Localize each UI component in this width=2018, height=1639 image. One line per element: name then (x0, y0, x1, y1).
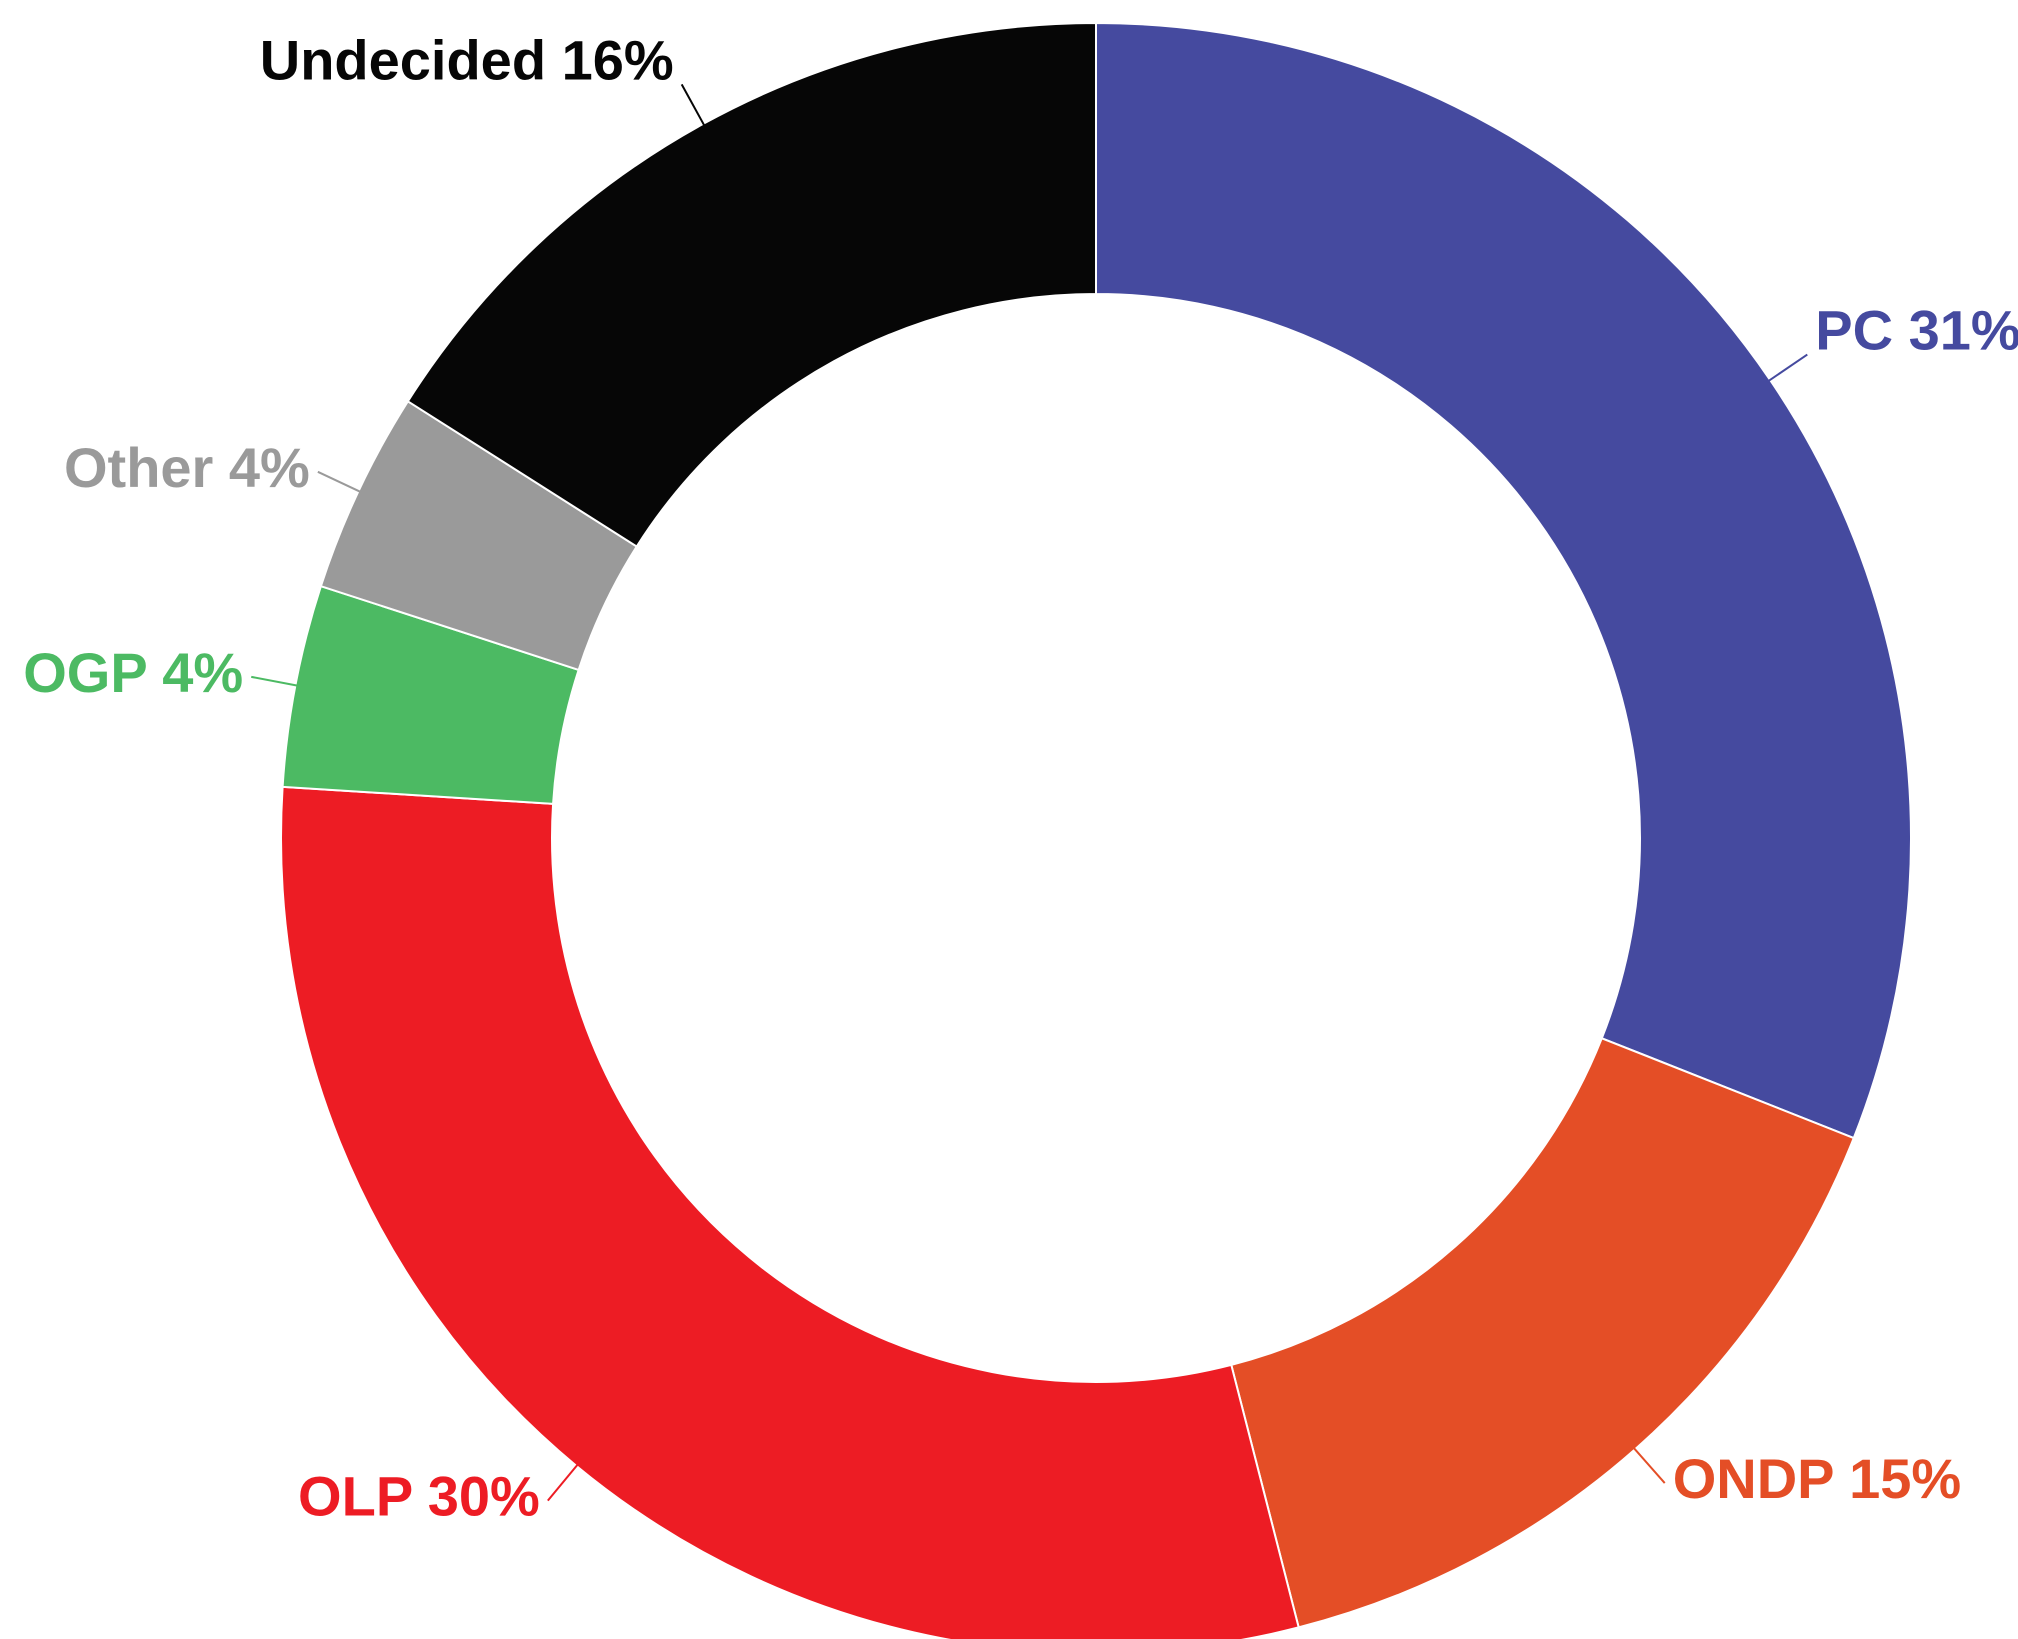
category-label: OLP (298, 1464, 412, 1527)
leader-line (317, 470, 363, 494)
category-label: OGP (23, 641, 146, 704)
value-label: 16% (562, 28, 674, 91)
data-label: OLP 30% (298, 1464, 540, 1527)
leader-line (1766, 353, 1808, 383)
leader-line (251, 675, 300, 688)
data-label: OGP 4% (23, 641, 243, 704)
data-label: ONDP 15% (1673, 1447, 1961, 1510)
donut-segment (1095, 21, 1913, 1140)
value-label: 4% (162, 641, 243, 704)
value-label: 30% (428, 1464, 540, 1527)
value-label: 15% (1849, 1447, 1961, 1510)
category-label: Undecided (260, 28, 546, 91)
category-label: ONDP (1673, 1447, 1834, 1510)
value-label: 4% (229, 436, 310, 499)
leader-line (1631, 1445, 1666, 1484)
leader-line (680, 83, 707, 128)
leader-line (547, 1462, 580, 1502)
data-label: PC 31% (1815, 298, 2018, 361)
donut-segment (406, 21, 1097, 548)
value-label: 31% (1909, 298, 2018, 361)
category-label: Other (64, 436, 213, 499)
donut-segment (280, 785, 1300, 1639)
category-label: PC (1815, 298, 1893, 361)
donut-segment (1230, 1036, 1856, 1629)
data-label: Undecided 16% (260, 28, 674, 91)
data-label: Other 4% (64, 436, 310, 499)
